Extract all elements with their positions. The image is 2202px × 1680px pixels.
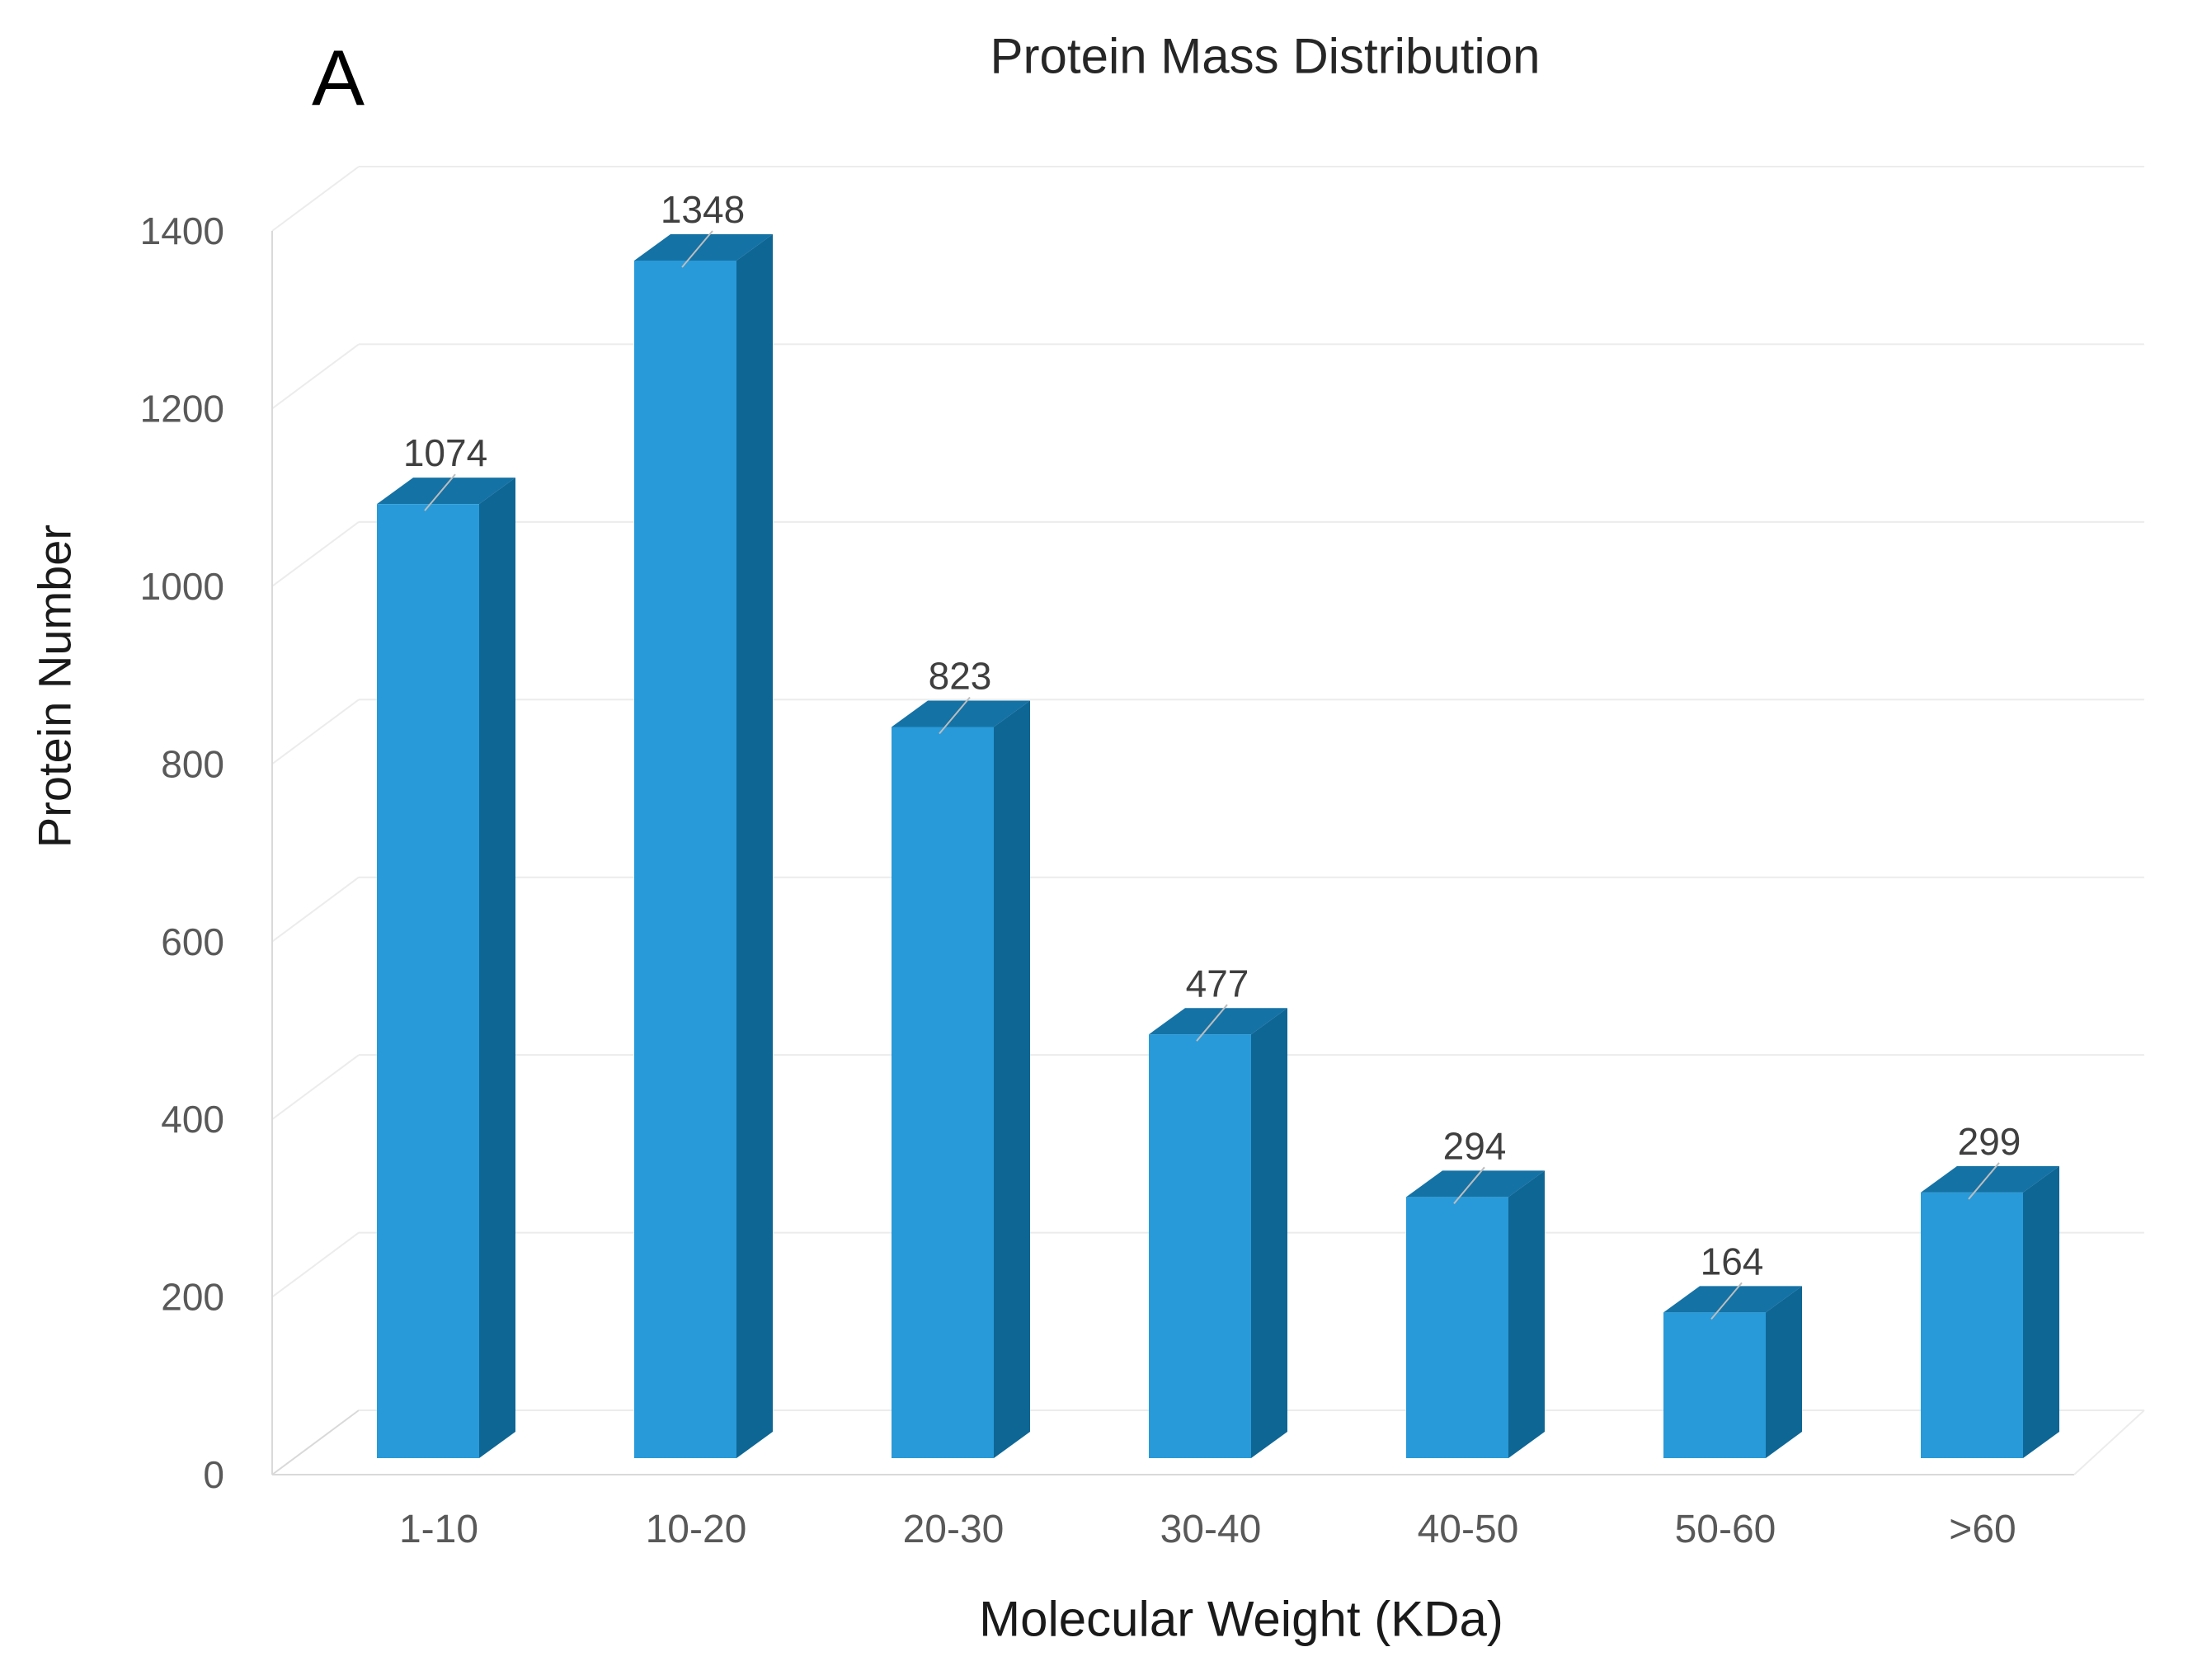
- value-label-40-50: 294: [1443, 1124, 1507, 1167]
- gridline-stub-600: [271, 876, 360, 943]
- bar-50-60: [1663, 1286, 1802, 1458]
- bar-side-face: [479, 478, 515, 1458]
- category-label-20-30: 20-30: [903, 1508, 1005, 1551]
- y-axis-title: Protein Number: [29, 525, 81, 848]
- bar-top-face: [1921, 1165, 2059, 1193]
- bar-front-face: [1149, 1034, 1251, 1458]
- value-labels-group: 1074 1348 823 477 294 164 299: [403, 188, 2021, 1282]
- category-label-gt-60: >60: [1949, 1508, 2016, 1551]
- leader-line-gt-60: [1968, 1162, 2000, 1200]
- x-axis-title: Molecular Weight (KDa): [979, 1592, 1503, 1647]
- leader-line-20-30: [939, 696, 971, 735]
- bar-top-face: [1149, 1008, 1287, 1035]
- bar-top-face: [377, 478, 515, 505]
- bar-40-50: [1406, 1170, 1545, 1458]
- y-tick-label-800: 800: [161, 742, 224, 785]
- bar-side-face: [1766, 1286, 1802, 1458]
- y-tick-label-200: 200: [161, 1276, 224, 1319]
- y-axis-tick-labels: 0 200 400 600 800 1000 1200 1400: [140, 209, 224, 1496]
- y-tick-label-1400: 1400: [140, 209, 224, 252]
- bar-side-face: [736, 234, 773, 1458]
- category-label-30-40: 30-40: [1160, 1508, 1262, 1551]
- category-label-40-50: 40-50: [1418, 1508, 1519, 1551]
- value-label-gt-60: 299: [1958, 1120, 2021, 1163]
- bar-side-face: [2023, 1165, 2059, 1458]
- gridline-stub-800: [271, 699, 360, 765]
- category-label-50-60: 50-60: [1675, 1508, 1776, 1551]
- bar-gt-60: [1921, 1165, 2059, 1458]
- bar-20-30: [892, 700, 1030, 1458]
- floor-right-edge: [2073, 1409, 2145, 1475]
- y-tick-label-400: 400: [161, 1098, 224, 1141]
- bar-10-20: [634, 234, 773, 1458]
- category-label-10-20: 10-20: [646, 1508, 747, 1551]
- bar-top-face: [892, 700, 1030, 727]
- gridline-stub-200: [271, 1231, 360, 1298]
- bar-top-face: [1406, 1170, 1545, 1198]
- value-leader-lines: [424, 230, 2000, 1320]
- value-label-1-10: 1074: [403, 431, 487, 474]
- leader-line-1-10: [424, 473, 456, 511]
- leader-line-10-20: [681, 230, 713, 268]
- leader-line-30-40: [1196, 1004, 1228, 1042]
- bar-side-face: [994, 700, 1030, 1458]
- value-label-10-20: 1348: [661, 188, 745, 231]
- value-label-50-60: 164: [1701, 1240, 1764, 1282]
- bar-30-40: [1149, 1008, 1287, 1458]
- gridline-stub-1200: [271, 343, 360, 410]
- bar-top-face: [1663, 1286, 1802, 1313]
- y-tick-label-1000: 1000: [140, 565, 224, 608]
- value-label-30-40: 477: [1186, 962, 1249, 1005]
- gridline-stub-400: [271, 1054, 360, 1120]
- bar-front-face: [634, 261, 736, 1458]
- bar-side-face: [1508, 1170, 1545, 1458]
- leader-line-40-50: [1453, 1166, 1485, 1204]
- bar-side-face: [1251, 1008, 1287, 1458]
- bar-front-face: [892, 727, 994, 1458]
- bar-1-10: [377, 478, 515, 1458]
- category-axis-labels: 1-10 10-20 20-30 30-40 40-50 50-60 >60: [399, 1508, 2016, 1551]
- gridline-stub-1000: [271, 521, 360, 587]
- bars-group: [377, 234, 2059, 1458]
- bar-front-face: [1921, 1192, 2023, 1458]
- gridline-stub-0: [271, 1409, 360, 1475]
- bar-front-face: [1406, 1197, 1508, 1458]
- chart-title: Protein Mass Distribution: [990, 29, 1541, 84]
- value-label-20-30: 823: [929, 655, 992, 698]
- y-tick-label-1200: 1200: [140, 388, 224, 431]
- y-tick-label-600: 600: [161, 920, 224, 963]
- bar-front-face: [1663, 1312, 1766, 1458]
- gridline-stub-1400: [271, 166, 360, 232]
- bar-top-face: [634, 234, 773, 261]
- category-label-1-10: 1-10: [399, 1508, 478, 1551]
- panel-label: A: [312, 35, 365, 123]
- bar-front-face: [377, 504, 479, 1458]
- leader-line-50-60: [1710, 1282, 1743, 1320]
- y-tick-label-0: 0: [203, 1453, 224, 1496]
